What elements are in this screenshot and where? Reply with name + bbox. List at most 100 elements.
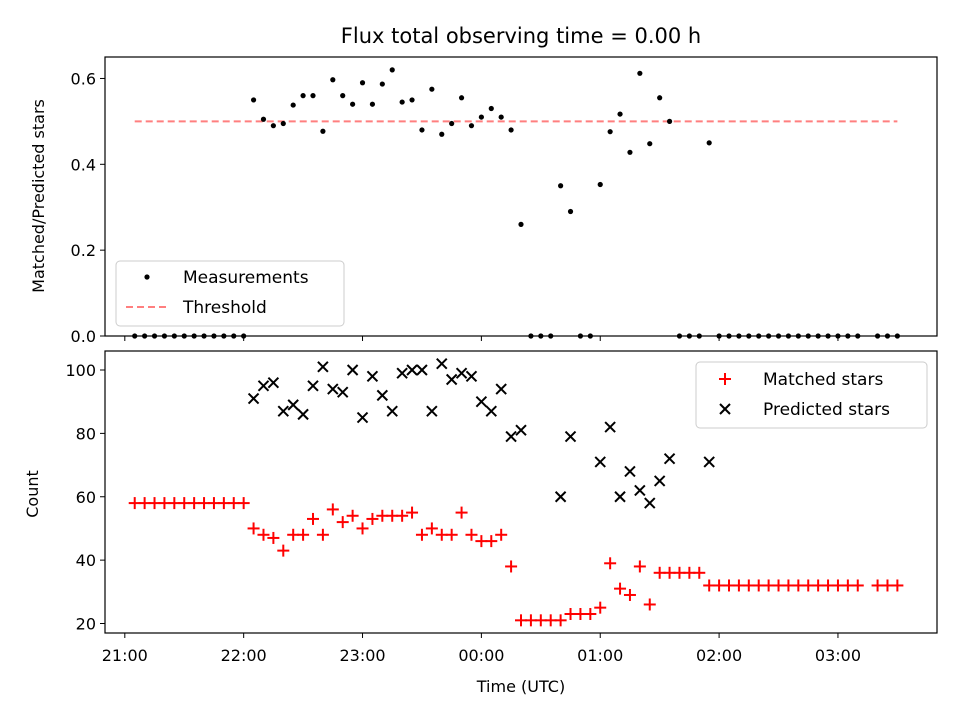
matched-star-marker xyxy=(425,522,438,535)
measurement-point xyxy=(518,221,524,227)
legend-predicted-label: Predicted stars xyxy=(763,400,890,420)
measurement-point xyxy=(706,140,712,146)
predicted-star-marker xyxy=(376,389,389,402)
predicted-star-marker xyxy=(614,491,626,503)
measurement-point xyxy=(468,123,475,129)
measurement-point xyxy=(389,67,395,73)
bottom-x-tick-label: 00:00 xyxy=(458,646,504,665)
bottom-x-tick-label: 22:00 xyxy=(221,646,267,665)
matched-star-marker xyxy=(693,566,706,579)
measurement-point xyxy=(478,114,484,120)
predicted-star-marker xyxy=(247,392,260,405)
matched-star-marker xyxy=(485,535,498,548)
bottom-y-tick-label: 60 xyxy=(76,488,96,507)
predicted-star-marker xyxy=(515,424,527,436)
predicted-star-marker xyxy=(317,361,329,373)
matched-star-marker xyxy=(247,522,260,535)
matched-star-marker xyxy=(643,598,656,611)
predicted-star-marker xyxy=(634,484,646,497)
measurement-point xyxy=(597,181,603,188)
matched-star-marker xyxy=(257,528,270,541)
top-chart-title: Flux total observing time = 0.00 h xyxy=(341,24,701,48)
matched-star-marker xyxy=(505,560,518,573)
predicted-star-marker xyxy=(445,373,458,386)
predicted-star-marker xyxy=(416,364,428,376)
predicted-star-marker xyxy=(485,405,497,417)
predicted-star-marker xyxy=(307,380,319,392)
predicted-star-marker xyxy=(346,364,359,376)
predicted-star-marker xyxy=(475,395,488,408)
top-plot-area: 0.0 0.2 0.4 0.6 xyxy=(71,56,938,346)
bottom-x-tick-label: 03:00 xyxy=(815,646,861,665)
measurement-point xyxy=(449,120,455,127)
predicted-star-marker xyxy=(366,370,379,383)
matched-star-marker xyxy=(415,528,428,541)
bottom-x-tick-label: 01:00 xyxy=(577,646,623,665)
measurement-point xyxy=(369,101,376,107)
predicted-star-marker xyxy=(624,465,636,478)
predicted-star-marker xyxy=(426,405,438,417)
matched-star-marker xyxy=(851,579,864,592)
matched-star-marker xyxy=(633,560,646,573)
matched-star-marker xyxy=(396,509,409,522)
matched-star-marker xyxy=(465,528,478,541)
matched-star-marker xyxy=(346,509,359,522)
bottom-plot-frame xyxy=(104,350,938,634)
measurement-point xyxy=(498,114,504,120)
legend-measurements-label: Measurements xyxy=(183,268,309,288)
predicted-star-marker xyxy=(257,380,270,392)
bottom-y-tick-label: 20 xyxy=(76,614,96,633)
measurement-point xyxy=(439,131,445,137)
measurement-point xyxy=(567,208,574,215)
bottom-plot-area: 20 40 60 80 100 21:00 22:00 23:00 00:00 01:00 02:0… xyxy=(65,350,938,665)
top-y-axis-title: Matched/Predicted stars xyxy=(29,99,48,293)
bottom-x-tick-label: 23:00 xyxy=(339,646,385,665)
predicted-star-marker xyxy=(653,475,666,487)
measurement-point xyxy=(627,149,633,155)
measurement-point xyxy=(340,93,346,99)
matched-star-marker xyxy=(891,579,904,592)
legend-matched-marker xyxy=(719,373,731,385)
legend-threshold-label: Threshold xyxy=(182,298,267,318)
measurement-point xyxy=(657,95,663,101)
predicted-star-marker xyxy=(455,367,468,379)
measurement-point xyxy=(508,127,514,133)
measurement-point xyxy=(270,123,276,129)
predicted-star-marker xyxy=(386,405,398,417)
matched-star-marker xyxy=(267,531,280,544)
matched-star-marker xyxy=(455,506,468,519)
matched-star-marker xyxy=(495,528,508,541)
measurement-point xyxy=(330,77,336,83)
measurement-point xyxy=(666,118,673,124)
matched-star-marker xyxy=(277,544,290,557)
top-y-tick-label: 0.0 xyxy=(71,327,96,346)
top-y-tick-label: 0.6 xyxy=(71,69,96,88)
matched-star-marker xyxy=(297,528,310,541)
top-y-tick-label: 0.2 xyxy=(71,241,96,260)
measurement-point xyxy=(637,70,643,76)
predicted-star-marker xyxy=(287,399,299,411)
measurement-point xyxy=(310,93,316,99)
legend-matched-label: Matched stars xyxy=(763,370,883,390)
measurement-point xyxy=(558,183,564,189)
bottom-y-axis-title: Count xyxy=(23,470,42,518)
predicted-star-marker xyxy=(406,364,418,376)
measurement-point xyxy=(320,128,326,134)
matched-star-marker xyxy=(614,582,627,595)
bottom-x-axis-title: Time (UTC) xyxy=(476,677,565,696)
matched-star-marker xyxy=(316,528,329,541)
matched-star-marker xyxy=(594,601,607,614)
predicted-star-marker xyxy=(267,376,280,389)
legend-predicted-marker xyxy=(719,403,731,415)
measurement-point xyxy=(399,99,405,105)
top-plot-frame xyxy=(104,56,938,337)
matched-star-marker xyxy=(307,512,319,525)
predicted-star-marker xyxy=(564,430,577,443)
measurement-point xyxy=(350,101,356,107)
measurement-point xyxy=(300,93,306,99)
measurement-point xyxy=(429,86,435,92)
matched-star-marker xyxy=(356,522,369,535)
predicted-star-marker xyxy=(554,491,567,503)
